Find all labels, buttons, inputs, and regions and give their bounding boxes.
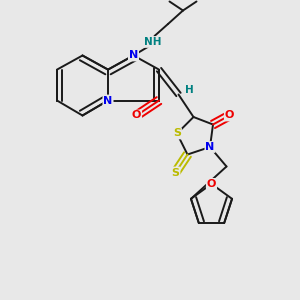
Text: N: N [129, 50, 138, 61]
Text: NH: NH [144, 37, 162, 47]
Text: H: H [184, 85, 194, 95]
Text: O: O [132, 110, 141, 121]
Text: N: N [103, 95, 112, 106]
Text: O: O [225, 110, 234, 121]
Text: N: N [206, 142, 214, 152]
Text: S: S [172, 167, 179, 178]
Text: O: O [207, 179, 216, 189]
Text: S: S [173, 128, 181, 139]
